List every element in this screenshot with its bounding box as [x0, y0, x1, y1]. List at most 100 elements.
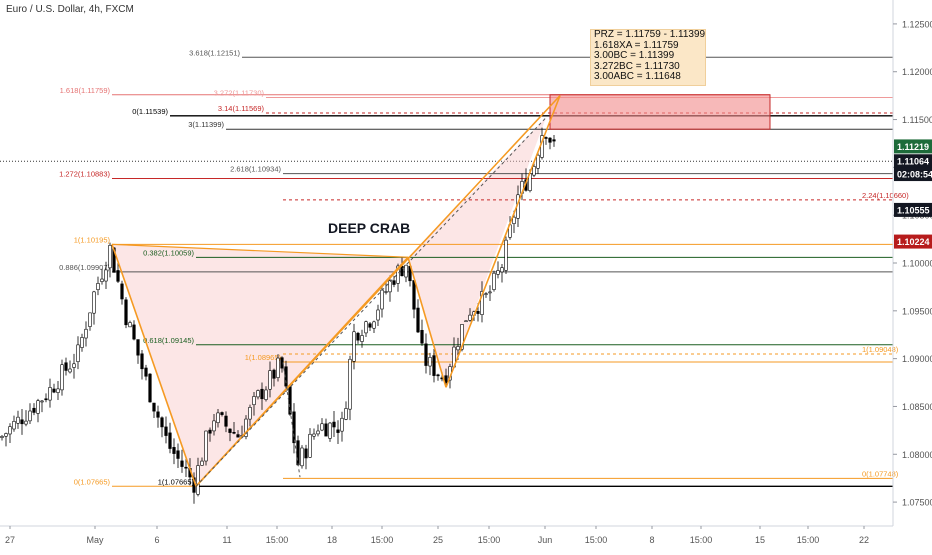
candle-down	[296, 440, 300, 466]
candle-down	[164, 426, 168, 436]
prz-zone	[549, 94, 771, 130]
candle-up	[488, 291, 492, 294]
candle-down	[232, 431, 236, 434]
candle-up	[500, 267, 504, 273]
candle-down	[44, 398, 48, 401]
y-tick-label: 1.12500	[902, 19, 932, 29]
candle-up	[484, 293, 488, 295]
y-tick-label: 1.11500	[902, 115, 932, 125]
prz-line: 3.00BC = 1.11399	[594, 50, 675, 62]
candle-up	[88, 312, 92, 327]
candle-up	[344, 408, 348, 420]
pattern-bcd-fill	[408, 117, 546, 388]
candle-down	[168, 432, 172, 449]
candle-down	[272, 369, 276, 379]
candle-down	[412, 280, 416, 310]
candle-up	[196, 465, 200, 495]
candle-down	[236, 434, 240, 438]
x-tick-label: 15:00	[585, 535, 608, 545]
pattern-xab-fill	[112, 244, 408, 487]
candle-up	[96, 283, 100, 291]
candle-up	[244, 418, 248, 437]
candle-up	[56, 388, 60, 393]
candle-down	[120, 283, 124, 300]
candle-up	[8, 426, 12, 435]
candle-down	[432, 355, 436, 376]
y-tick-label: 1.08000	[902, 450, 932, 460]
candle-up	[340, 417, 344, 432]
candle-down	[140, 353, 144, 370]
candle-up	[216, 412, 220, 424]
candle-up	[92, 291, 96, 314]
candle-down	[152, 402, 156, 412]
candle-up	[312, 433, 316, 437]
fib-level-label: 1(1.08965)	[245, 353, 282, 362]
candle-up	[536, 154, 540, 169]
candle-down	[172, 447, 176, 454]
candle-down	[132, 324, 136, 340]
fib-level-label: 0.618(1.09145)	[143, 336, 194, 345]
fib-level-label: 0(1.07748)	[862, 469, 899, 478]
candle-up	[12, 421, 16, 430]
candle-up	[100, 278, 104, 282]
candle-up	[316, 430, 320, 435]
price-label-box	[894, 154, 932, 169]
candle-up	[128, 322, 132, 328]
candle-up	[256, 390, 260, 398]
candle-up	[48, 387, 52, 401]
candle-down	[548, 137, 552, 143]
price-label: 1.10224	[897, 237, 930, 247]
fib-level-label: 1.618(1.11759)	[60, 86, 111, 95]
x-tick-label: 15:00	[797, 535, 820, 545]
x-tick-label: 15:00	[478, 535, 501, 545]
candle-down	[424, 343, 428, 366]
price-label: 1.11064	[897, 157, 929, 167]
candle-up	[0, 436, 4, 438]
candle-up	[464, 320, 468, 323]
candle-down	[368, 323, 372, 328]
candle-up	[204, 430, 208, 462]
candle-up	[300, 447, 304, 467]
price-label: 1.11219	[897, 142, 929, 152]
x-tick-label: 6	[154, 535, 159, 545]
fib-level-label: 3.14(1.11569)	[218, 104, 265, 113]
candle-down	[32, 407, 36, 413]
candle-up	[480, 291, 484, 315]
fib-level-label: 3.272(1.11730)	[214, 89, 265, 98]
fib-level-label: 0(1.11539)	[132, 107, 168, 116]
candle-up	[104, 269, 108, 282]
candle-up	[72, 363, 76, 368]
candle-down	[52, 388, 56, 393]
candle-up	[512, 216, 516, 224]
candle-down	[180, 460, 184, 467]
candle-up	[212, 420, 216, 432]
price-label: 1.10555	[897, 205, 930, 215]
fib-level-label: 1.272(1.10883)	[59, 170, 110, 179]
candle-up	[380, 289, 384, 310]
x-tick-label: May	[86, 535, 104, 545]
candle-down	[476, 311, 480, 314]
candle-up	[404, 264, 408, 278]
fib-level-label: 1(1.10195)	[74, 235, 111, 244]
y-tick-label: 1.08500	[902, 402, 932, 412]
candle-up	[80, 337, 84, 348]
candle-up	[360, 335, 364, 342]
candle-down	[224, 415, 228, 427]
x-tick-label: 27	[5, 535, 15, 545]
candle-down	[208, 429, 212, 434]
candle-down	[324, 423, 328, 437]
pattern-dashed-line	[195, 117, 547, 487]
fib-level-label: 2.618(1.10934)	[230, 165, 281, 174]
fib-level-label: 1(1.07665)	[158, 477, 195, 486]
candle-down	[444, 375, 448, 383]
candle-up	[428, 356, 432, 367]
price-label-box	[894, 139, 932, 154]
candle-down	[292, 411, 296, 444]
candle-up	[328, 422, 332, 439]
candle-up	[108, 244, 112, 269]
fib-level-label: 3.618(1.12151)	[189, 48, 240, 57]
price-label-box	[894, 167, 932, 182]
candle-down	[544, 137, 548, 139]
